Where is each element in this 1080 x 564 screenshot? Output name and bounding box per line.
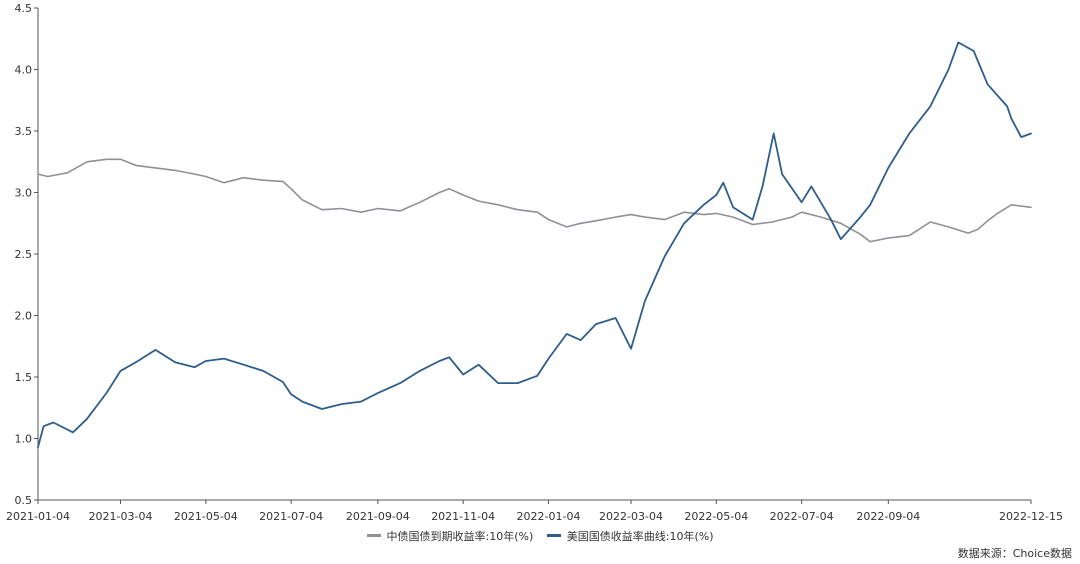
y-tick-label: 2.5 xyxy=(15,248,33,261)
y-tick-label: 1.5 xyxy=(15,371,33,384)
x-tick-label: 2021-03-04 xyxy=(89,510,153,523)
y-tick-label: 4.5 xyxy=(15,2,33,15)
x-tick-label: 2022-12-15 xyxy=(999,510,1063,523)
x-tick-label: 2021-01-04 xyxy=(6,510,70,523)
legend-label-cn: 中债国债到期收益率:10年(%) xyxy=(386,529,534,543)
x-tick-label: 2022-07-04 xyxy=(770,510,834,523)
series-line-cn-10y xyxy=(37,158,1032,243)
source-note: 数据来源：Choice数据 xyxy=(957,547,1072,560)
y-tick-label: 2.0 xyxy=(15,310,33,323)
x-tick-label: 2021-05-04 xyxy=(174,510,238,523)
series-line-us-10y xyxy=(37,41,1032,448)
x-tick-label: 2021-09-04 xyxy=(346,510,410,523)
legend-item-us[interactable]: 美国国债收益率曲线:10年(%) xyxy=(546,528,714,544)
y-tick-label: 3.5 xyxy=(15,125,33,138)
legend-swatch-us xyxy=(546,534,561,537)
x-tick-label: 2021-07-04 xyxy=(259,510,323,523)
series-layer xyxy=(37,41,1032,448)
y-tick-label: 0.5 xyxy=(15,494,33,507)
legend-item-cn[interactable]: 中债国债到期收益率:10年(%) xyxy=(366,528,534,544)
x-axis-ticks: 2021-01-04 2021-03-04 2021-05-04 2021-07-04… xyxy=(6,500,1063,523)
legend: 中债国债到期收益率:10年(%) 美国国债收益率曲线:10年(%) xyxy=(0,527,1080,544)
legend-label-us: 美国国债收益率曲线:10年(%) xyxy=(566,529,714,543)
y-tick-label: 3.0 xyxy=(15,187,33,200)
x-tick-label: 2022-01-04 xyxy=(517,510,581,523)
y-tick-label: 1.0 xyxy=(15,433,33,446)
x-tick-label: 2021-11-04 xyxy=(431,510,495,523)
legend-swatch-cn xyxy=(366,534,381,537)
y-tick-label: 4.0 xyxy=(15,64,33,77)
x-tick-label: 2022-03-04 xyxy=(599,510,663,523)
x-tick-label: 2022-05-04 xyxy=(684,510,748,523)
x-tick-label: 2022-09-04 xyxy=(856,510,920,523)
y-axis-ticks: 0.5 1.0 1.5 2.0 2.5 3.0 3.5 4.0 4.5 xyxy=(15,2,38,507)
